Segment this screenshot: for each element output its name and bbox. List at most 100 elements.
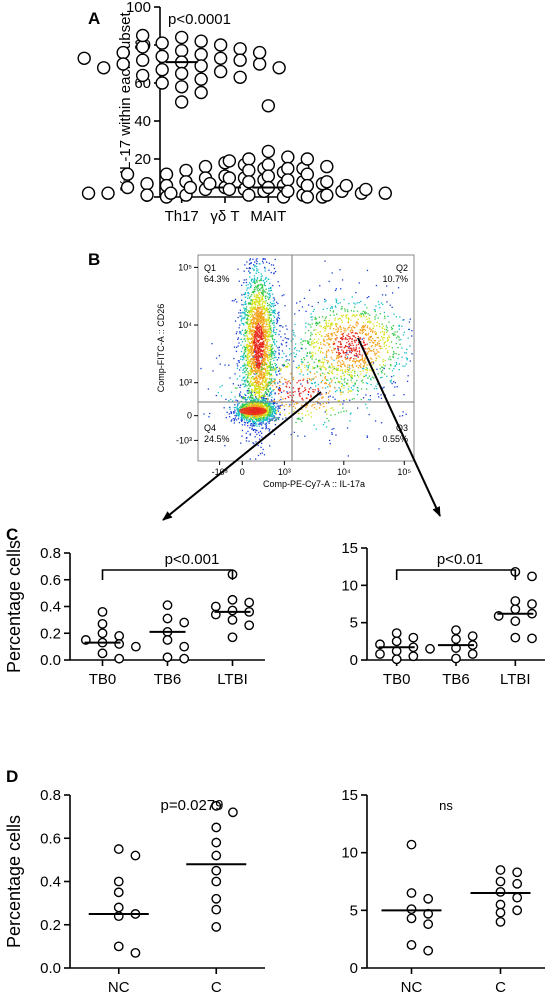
density-dot (260, 334, 262, 336)
density-dot (261, 311, 263, 314)
density-dot (264, 268, 266, 270)
density-dot (256, 423, 258, 425)
density-dot (289, 404, 291, 406)
density-dot (264, 312, 266, 314)
density-dot (260, 311, 262, 313)
density-dot (250, 377, 252, 379)
data-point (179, 617, 190, 628)
density-dot (355, 346, 357, 348)
density-dot (235, 399, 237, 401)
density-dot (265, 310, 267, 313)
density-dot (351, 381, 353, 384)
density-dot (287, 365, 289, 367)
density-dot (235, 406, 237, 409)
density-dot (255, 298, 257, 300)
density-dot (337, 328, 340, 330)
density-dot (269, 294, 271, 296)
density-dot (264, 344, 266, 346)
density-dot (339, 404, 341, 406)
density-dot (255, 326, 257, 328)
density-dot (260, 395, 262, 398)
density-dot (350, 412, 352, 414)
density-dot (270, 349, 273, 352)
density-dot (341, 338, 343, 340)
density-dot (246, 347, 248, 349)
density-dot (313, 347, 315, 349)
density-dot (261, 442, 263, 444)
density-dot (353, 310, 355, 312)
density-dot (254, 287, 256, 289)
density-dot (261, 406, 263, 409)
density-dot (361, 379, 364, 381)
density-dot (312, 355, 314, 357)
data-point (130, 850, 141, 861)
density-dot (256, 330, 258, 332)
density-dot (272, 347, 274, 349)
density-dot (390, 381, 392, 383)
density-dot (258, 331, 260, 333)
density-dot (254, 390, 256, 392)
density-dot (253, 349, 255, 351)
density-dot (325, 355, 328, 357)
density-dot (224, 364, 226, 366)
density-dot (268, 315, 270, 317)
density-dot (351, 365, 353, 367)
density-dot (270, 405, 272, 408)
density-dot (258, 329, 261, 331)
density-dot (262, 417, 265, 420)
density-dot (366, 307, 368, 309)
density-dot (279, 405, 282, 407)
density-dot (303, 297, 306, 299)
density-dot (257, 371, 259, 373)
density-dot (230, 398, 232, 401)
density-dot (255, 441, 257, 443)
density-dot (261, 363, 264, 365)
density-dot (265, 380, 267, 382)
density-dot (256, 340, 258, 343)
density-dot (245, 406, 247, 408)
density-dot (274, 258, 276, 261)
density-dot (342, 352, 345, 354)
density-dot (330, 323, 332, 326)
density-dot (271, 334, 273, 336)
density-dot (329, 370, 331, 372)
data-point (391, 628, 402, 639)
density-dot (259, 303, 261, 305)
density-dot (342, 363, 344, 365)
density-dot (236, 408, 239, 411)
density-dot (255, 327, 257, 329)
density-dot (258, 296, 261, 299)
density-dot (266, 367, 269, 369)
density-dot (381, 366, 383, 368)
density-dot (259, 321, 261, 323)
density-dot (320, 350, 322, 352)
density-dot (253, 401, 255, 404)
density-dot (283, 364, 285, 366)
density-dot (262, 316, 264, 318)
density-dot (278, 333, 280, 336)
data-point (213, 38, 228, 52)
density-dot (269, 382, 271, 384)
data-point (113, 844, 124, 854)
density-dot (249, 343, 251, 345)
density-dot (280, 336, 282, 338)
density-dot (351, 347, 353, 350)
density-dot (257, 343, 259, 345)
density-dot (252, 362, 254, 364)
density-dot (250, 308, 252, 311)
density-dot (239, 394, 241, 396)
density-dot (274, 407, 276, 410)
density-dot (262, 319, 264, 321)
density-dot (329, 384, 331, 387)
data-point (425, 643, 435, 654)
density-dot (258, 425, 260, 427)
density-dot (306, 379, 308, 382)
density-dot (325, 323, 327, 325)
density-dot (255, 417, 257, 419)
density-dot (259, 304, 261, 306)
density-dot (261, 325, 263, 327)
density-dot (340, 337, 342, 339)
density-dot (327, 322, 329, 324)
density-dot (258, 383, 260, 386)
density-dot (245, 322, 248, 324)
